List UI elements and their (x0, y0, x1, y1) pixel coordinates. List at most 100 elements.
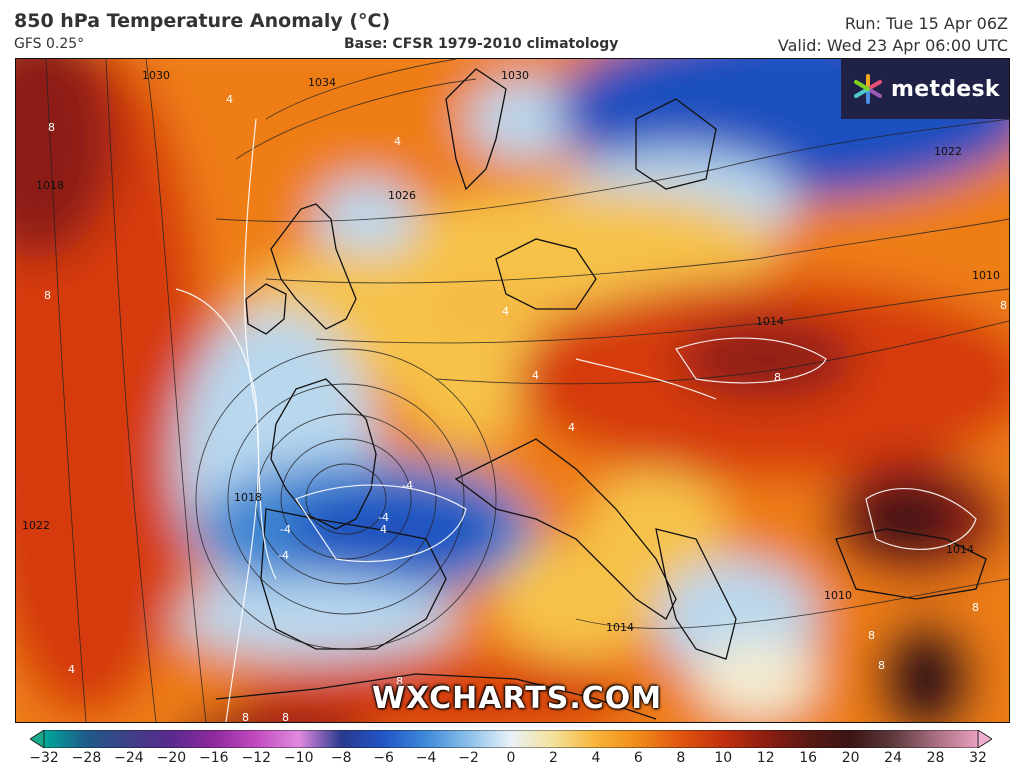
field-spain-cool (176, 579, 456, 659)
field-sahara-hot (193, 709, 359, 722)
anomaly-label: 8 (1000, 299, 1007, 312)
anomaly-label: 8 (282, 711, 289, 722)
anomaly-map[interactable]: 1030 1034 1030 1026 1018 1022 1018 1022 … (15, 58, 1010, 723)
colorbar-tick-label: 28 (926, 750, 945, 766)
anomaly-label: 4 (68, 663, 75, 676)
colorbar-left-cap (30, 730, 45, 748)
anomaly-label: 4 (226, 93, 233, 106)
map-canvas: 1030 1034 1030 1026 1018 1022 1018 1022 … (16, 59, 1009, 722)
isobar-label: 1014 (606, 621, 634, 634)
field-levant-hot (876, 619, 976, 722)
isobar-label: 1014 (756, 315, 784, 328)
anomaly-label: 4 (380, 523, 387, 536)
colorbar (30, 730, 992, 748)
colorbar-tick-label: −24 (114, 750, 144, 766)
field-nw-warm (16, 59, 116, 259)
isobar-line (215, 118, 1009, 222)
metdesk-logo: metdesk (841, 59, 1009, 119)
map-title: 850 hPa Temperature Anomaly (°C) (14, 10, 391, 32)
isobar-label: 1022 (934, 145, 962, 158)
field-italy-mild (496, 539, 656, 659)
isobar-line (435, 320, 1009, 385)
colorbar-tick-label: 16 (799, 750, 818, 766)
anomaly-label: 8 (44, 289, 51, 302)
anomaly-label: -4 (402, 479, 413, 492)
coastlines (215, 68, 987, 720)
anomaly-field (16, 59, 1009, 722)
isobar-label: 1018 (234, 491, 262, 504)
field-africa-warm (236, 659, 636, 722)
balkans-outline (655, 528, 737, 660)
colorbar-right-cap (977, 730, 992, 748)
isobar-ring (280, 438, 412, 560)
great-britain-outline (270, 203, 357, 330)
isobar-ring (227, 383, 465, 615)
anomaly-label: 8 (242, 711, 249, 722)
colorbar-tick-label: −8 (330, 750, 352, 766)
anomaly-label: 4 (568, 421, 575, 434)
colorbar-tick-label: 0 (506, 750, 516, 766)
isobar-label: 1022 (22, 519, 50, 532)
denmark-outline (495, 238, 597, 310)
anomaly-label: -4 (378, 511, 389, 524)
anomaly-label: -4 (278, 549, 289, 562)
field-ukraine-hot (676, 319, 856, 399)
ireland-outline (245, 283, 287, 335)
colorbar-tick-label: −28 (71, 750, 102, 766)
isobar-line (575, 578, 1009, 629)
anomaly-labels: 8 8 4 4 4 4 8 4 -4 -4 -4 -4 4 8 8 8 8 4 … (44, 93, 1007, 722)
colorbar-tick-label: 10 (714, 750, 733, 766)
colorbar-tick-label: 12 (756, 750, 775, 766)
isobar-label: 1030 (501, 69, 529, 82)
anomaly-contour (865, 488, 977, 550)
isobar-line (265, 59, 457, 120)
anomaly-label: 8 (48, 121, 55, 134)
anomaly-contour (575, 358, 717, 400)
colorbar-tick-label: 6 (633, 750, 643, 766)
valid-time-label: Valid: Wed 23 Apr 06:00 UTC (777, 36, 1008, 55)
anomaly-contour (295, 484, 467, 563)
colorbar-tick-label: −6 (373, 750, 394, 766)
isobar-label: 1030 (142, 69, 170, 82)
wxcharts-watermark: WXCHARTS.COM (372, 681, 663, 716)
norway-outline (445, 68, 507, 191)
colorbar-tick-label: −20 (156, 750, 187, 766)
anomaly-contours (175, 118, 977, 722)
colorbar-tick-label: 20 (841, 750, 860, 766)
isobar-label: 1014 (946, 543, 974, 556)
anomaly-label: 4 (502, 305, 509, 318)
field-iberia-core (286, 489, 506, 569)
metdesk-logo-text: metdesk (891, 76, 1000, 102)
isobars (45, 59, 1009, 722)
isobar-ring (255, 413, 437, 585)
anomaly-label: 4 (394, 135, 401, 148)
turkey-outline (835, 528, 987, 600)
colorbar-tick-label: −16 (199, 750, 229, 766)
colorbar-tick-label: −10 (283, 750, 314, 766)
isobar-line (315, 288, 1009, 344)
colorbar-tick-labels: −32 −28 −24 −20 −16 −12 −10 −8 −6 −4 −2 0 2 4 6 8 10 12 16… (0, 750, 1024, 770)
anomaly-contour (175, 288, 277, 580)
isobar-line (145, 59, 207, 722)
anomaly-label: 8 (878, 659, 885, 672)
colorbar-tick-label: 24 (884, 750, 902, 766)
isobar-label: 1026 (388, 189, 416, 202)
run-time-label: Run: Tue 15 Apr 06Z (844, 14, 1008, 33)
isobar-label: 1010 (972, 269, 1000, 282)
finland-outline (635, 98, 717, 190)
model-label: GFS 0.25° (14, 36, 85, 52)
anomaly-label: -4 (280, 523, 291, 536)
iberia-outline (260, 508, 447, 650)
isobar-ring (305, 463, 387, 535)
asterisk-logo-icon (854, 74, 882, 104)
isobar-label: 1018 (36, 179, 64, 192)
field-crete-neutral (696, 639, 816, 719)
colorbar-gradient (43, 730, 979, 748)
isobar-label: 1034 (308, 76, 336, 89)
colorbar-tick-label: 4 (591, 750, 601, 766)
colorbar-tick-label: −2 (458, 750, 479, 766)
climatology-base-label: Base: CFSR 1979-2010 climatology (344, 36, 619, 52)
anomaly-contour (675, 337, 827, 384)
biscay-outline (270, 378, 377, 530)
anomaly-label: 8 (972, 601, 979, 614)
